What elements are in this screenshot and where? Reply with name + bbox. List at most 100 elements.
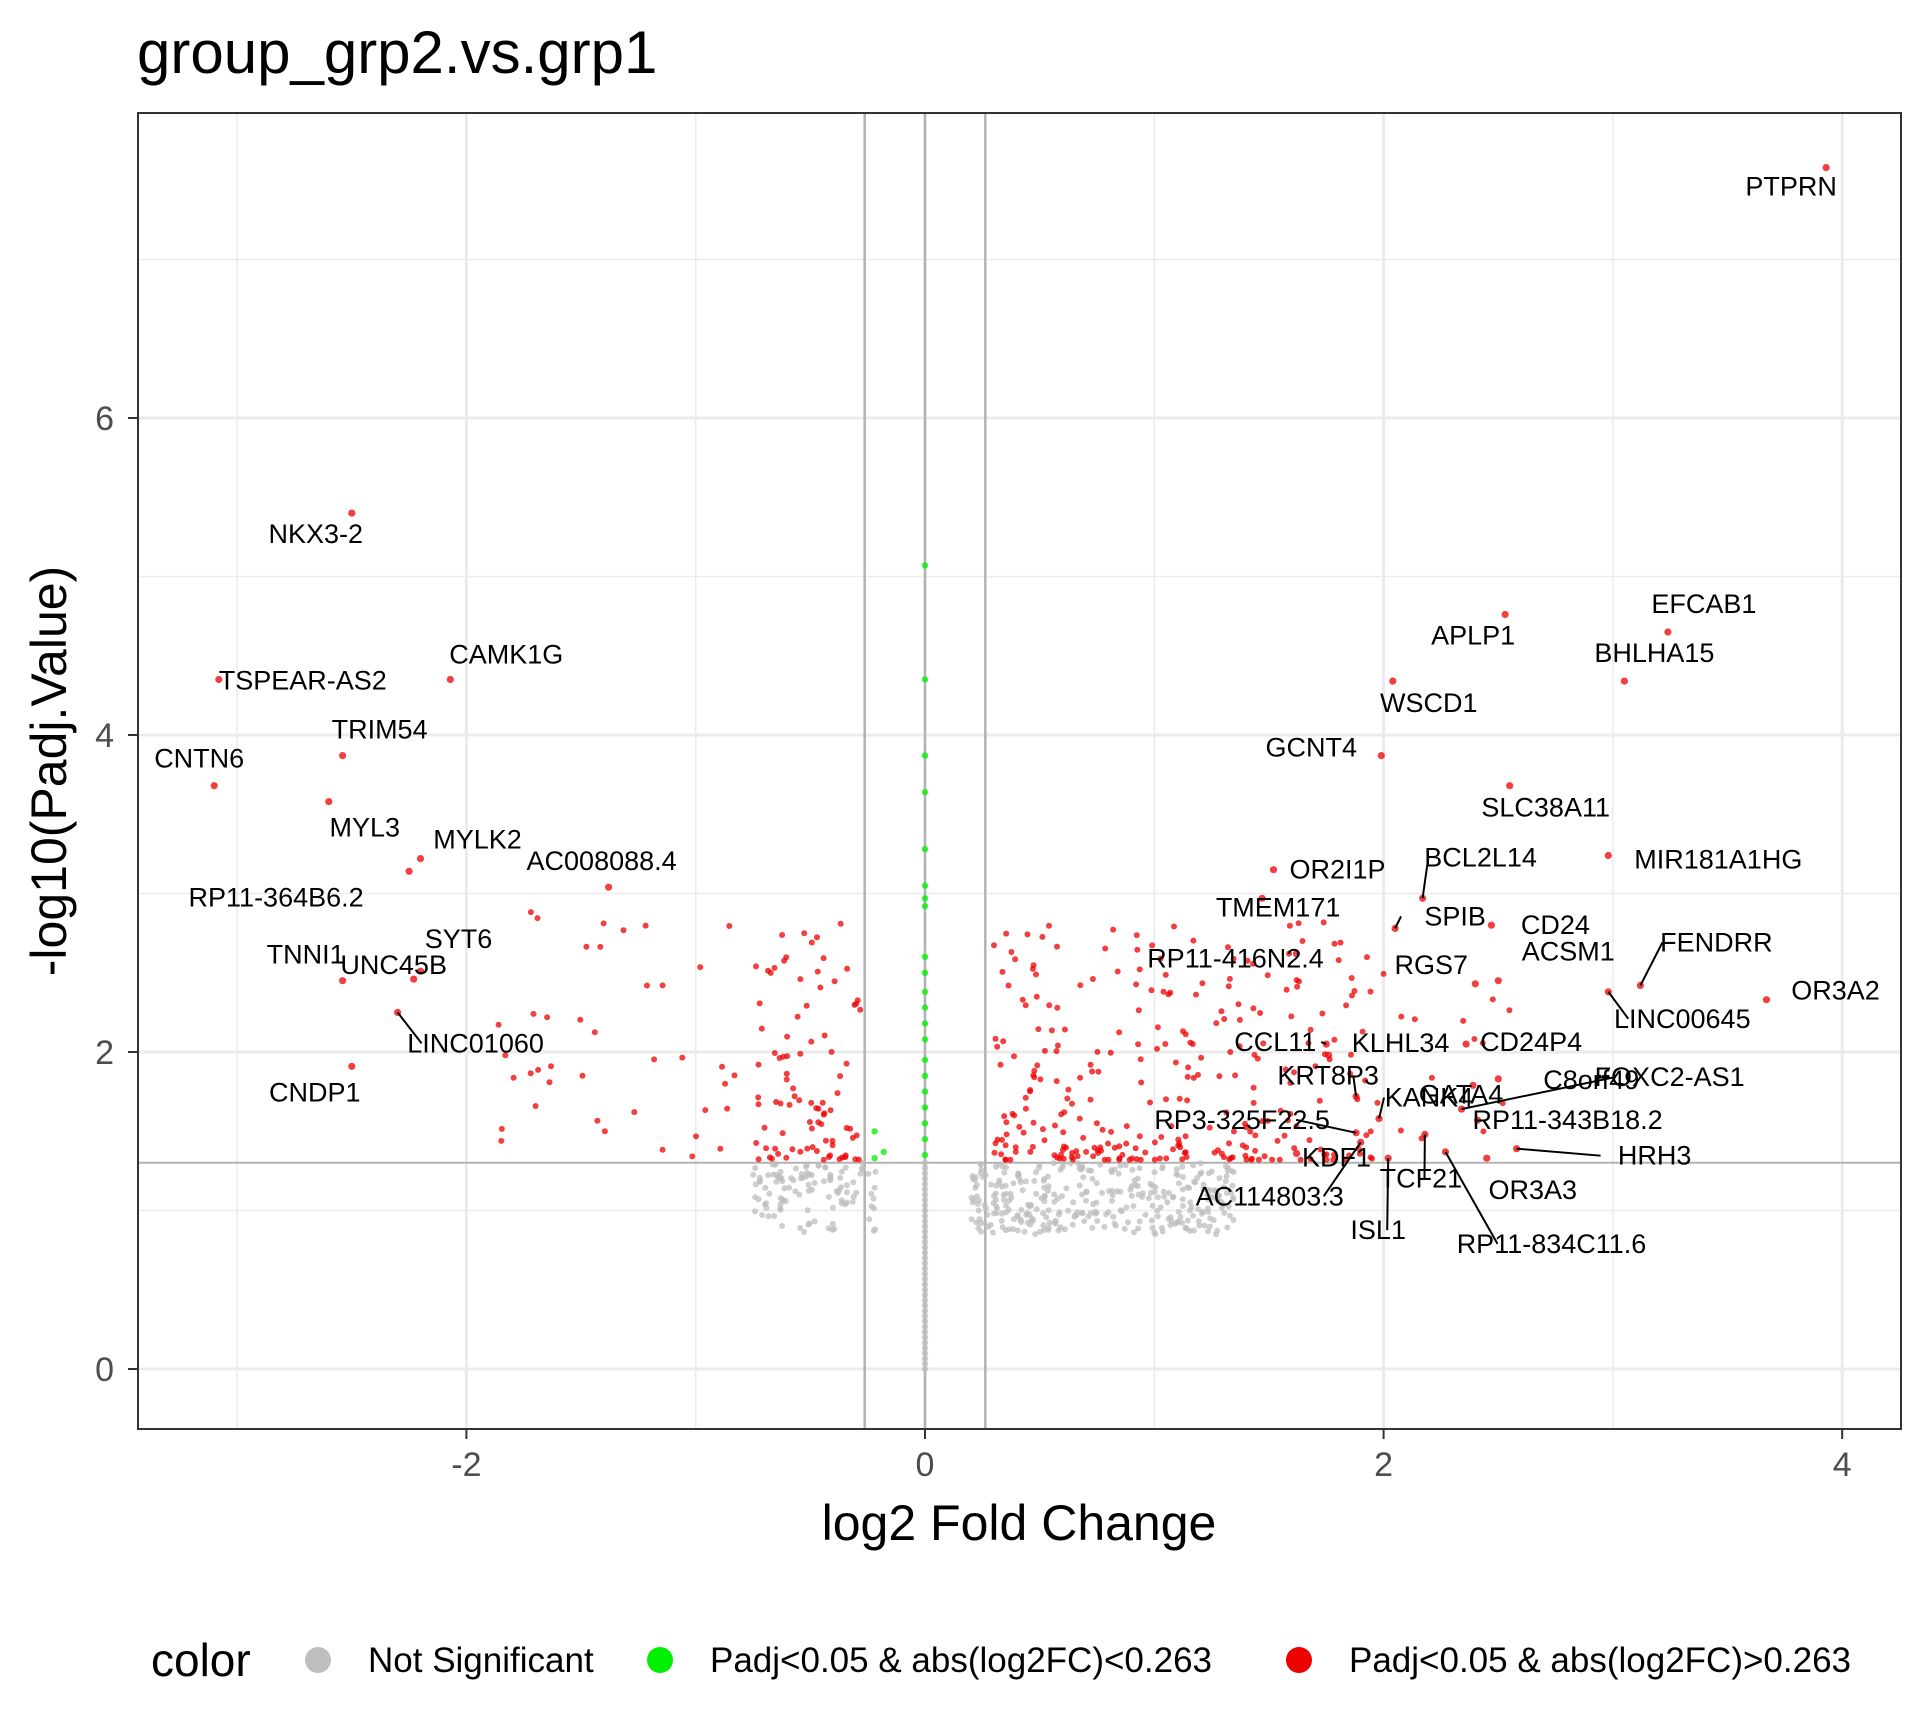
significant-point [1009, 1110, 1016, 1117]
significant-point [1293, 1123, 1300, 1130]
significant-point [1126, 1156, 1133, 1163]
not-significant-point [1063, 1185, 1070, 1192]
gene-label: ACSM1 [1522, 937, 1615, 967]
stable-significant-point [921, 1151, 929, 1159]
significant-point [1060, 1129, 1067, 1136]
not-significant-point [822, 1164, 829, 1171]
not-significant-point [776, 1174, 783, 1181]
significant-point [1286, 922, 1293, 929]
not-significant-point [1149, 1224, 1156, 1231]
not-significant-point [750, 1171, 757, 1178]
not-significant-point [1115, 1170, 1122, 1177]
not-significant-point [835, 1190, 842, 1196]
significant-point [836, 1156, 843, 1163]
significant-point [761, 1124, 768, 1131]
significant-point [1060, 1143, 1067, 1150]
not-significant-point [921, 1323, 929, 1330]
labeled-gene-point [410, 975, 418, 983]
significant-point [1260, 1040, 1267, 1047]
gene-label: LINC01060 [407, 1028, 544, 1058]
significant-point [822, 1137, 829, 1144]
significant-point [1331, 1151, 1338, 1158]
not-significant-point [1089, 1224, 1096, 1231]
significant-point [1098, 1147, 1105, 1154]
gene-label: RP11-343B18.2 [1473, 1105, 1663, 1135]
not-significant-point [921, 1334, 929, 1341]
not-significant-point [921, 1344, 929, 1352]
not-significant-point [921, 1254, 929, 1262]
gene-label: TNNI1 [267, 940, 345, 970]
not-significant-point [990, 1200, 997, 1207]
not-significant-point [921, 1249, 929, 1257]
significant-point [1076, 1115, 1083, 1122]
significant-point [1331, 1036, 1338, 1043]
not-significant-point [752, 1165, 759, 1171]
significant-point [1154, 1024, 1161, 1031]
gene-labels: PTPRN NKX3-2 EFCAB1 APLP1 BHLHA15 WSCD1 CAMK1G… [154, 172, 1880, 1259]
not-significant-point [1118, 1208, 1125, 1215]
significant-point [577, 1016, 584, 1023]
labeled-gene-point [1258, 894, 1266, 902]
stable-significant-point [921, 895, 929, 902]
significant-point [1163, 1096, 1169, 1103]
not-significant-point [1167, 1222, 1174, 1228]
axes: -2 0 2 4 0 2 4 6 [95, 400, 1852, 1484]
significant-point [783, 1154, 790, 1161]
significant-point [1287, 1110, 1294, 1117]
label-connector-line [1639, 941, 1664, 986]
not-significant-point [1099, 1189, 1105, 1196]
significant-point [1252, 1147, 1259, 1154]
not-significant-point [870, 1195, 877, 1202]
significant-point [1228, 1155, 1234, 1162]
gene-label: TMEM171 [1216, 892, 1341, 922]
not-significant-point [1169, 1194, 1176, 1201]
significant-point [1248, 1155, 1255, 1162]
significant-point [1069, 1100, 1075, 1107]
significant-point [1030, 1119, 1037, 1126]
not-significant-point [1122, 1162, 1129, 1169]
labeled-gene-point [1325, 1051, 1333, 1059]
significant-point [1316, 1097, 1323, 1104]
labeled-gene-point [405, 867, 413, 875]
not-significant-point [992, 1163, 999, 1170]
significant-point [789, 1146, 796, 1153]
not-significant-point [921, 1318, 929, 1325]
significant-point [659, 1146, 666, 1153]
not-significant-point [1216, 1175, 1223, 1182]
significant-point [829, 1137, 836, 1144]
significant-point [1136, 966, 1143, 973]
not-significant-point [921, 1307, 929, 1315]
significant-point [1022, 1105, 1029, 1112]
not-significant-point [1201, 1222, 1208, 1229]
stable-significant-point [921, 562, 929, 569]
significant-point [1232, 1072, 1239, 1079]
not-significant-point [1007, 1190, 1014, 1197]
not-significant-point [843, 1182, 850, 1189]
significant-point [1305, 1040, 1312, 1047]
not-significant-point [968, 1194, 975, 1201]
significant-point [1133, 932, 1140, 939]
not-significant-point [752, 1208, 759, 1215]
significant-point [1230, 1128, 1237, 1135]
not-significant-point [1131, 1229, 1137, 1236]
not-significant-point [842, 1164, 849, 1171]
gene-label: RP11-364B6.2 [189, 882, 364, 912]
gene-label: RP11-416N2.4 [1147, 944, 1324, 974]
significant-point [819, 1099, 826, 1106]
significant-point [808, 939, 815, 946]
significant-point [992, 1035, 999, 1042]
gene-label: CD24P4 [1480, 1027, 1582, 1057]
significant-point [753, 963, 759, 970]
label-connector-line [1394, 915, 1402, 929]
significant-point [679, 1054, 686, 1061]
significant-point [1337, 939, 1344, 946]
significant-point [1243, 1144, 1250, 1151]
not-significant-point [771, 1213, 778, 1219]
significant-point [842, 1152, 849, 1159]
not-significant-point [921, 1186, 929, 1193]
not-significant-point [801, 1229, 808, 1235]
significant-point [724, 1105, 731, 1112]
gene-label: SYT6 [425, 924, 493, 954]
significant-point [1037, 1076, 1044, 1083]
not-significant-point [1114, 1188, 1120, 1195]
